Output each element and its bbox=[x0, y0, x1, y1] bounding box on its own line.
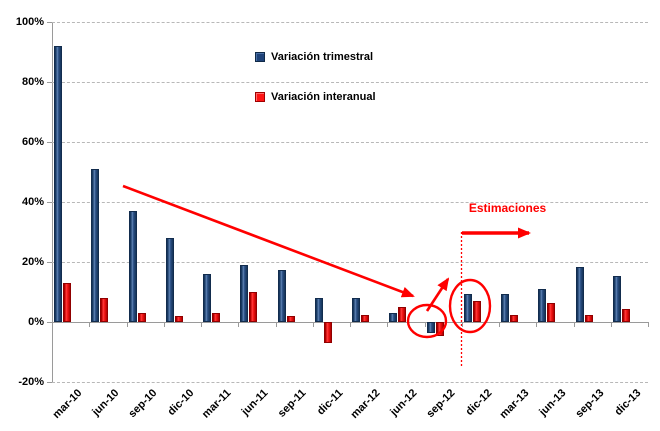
bar-interanual-mar-13 bbox=[510, 314, 518, 322]
x-axis-tick bbox=[52, 322, 53, 327]
bar-trimestral-jun-12 bbox=[389, 313, 398, 322]
bar-interanual-dic-11 bbox=[323, 322, 332, 343]
bar-trimestral-dic-11 bbox=[314, 298, 323, 322]
legend-item-trimestral: Variación trimestral bbox=[255, 51, 373, 63]
bar-trimestral-mar-13 bbox=[501, 293, 509, 322]
bar-interanual-jun-10 bbox=[100, 298, 109, 322]
gridline-60% bbox=[52, 142, 648, 143]
x-axis-tick bbox=[350, 322, 351, 327]
legend-item-interanual: Variación interanual bbox=[255, 91, 376, 103]
bar-trimestral-jun-10 bbox=[91, 169, 100, 322]
y-axis-tick-80% bbox=[47, 82, 52, 83]
y-axis-label--20%: -20% bbox=[18, 376, 44, 388]
bar-interanual-sep-13 bbox=[584, 314, 593, 322]
bar-interanual-mar-10 bbox=[63, 283, 71, 322]
x-axis-tick bbox=[201, 322, 202, 327]
y-axis-label-100%: 100% bbox=[15, 16, 44, 28]
x-axis-tick bbox=[126, 322, 128, 327]
gridline-80% bbox=[52, 82, 648, 83]
bar-trimestral-dic-13 bbox=[612, 275, 621, 322]
bar-trimestral-mar-10 bbox=[54, 46, 62, 322]
x-axis-tick bbox=[89, 322, 91, 327]
gridline-100% bbox=[52, 22, 648, 23]
x-axis-tick bbox=[610, 322, 612, 327]
y-axis-label-60%: 60% bbox=[21, 136, 44, 148]
x-axis-tick bbox=[648, 322, 649, 327]
bar-interanual-dic-13 bbox=[621, 308, 630, 322]
y-axis-tick--20% bbox=[47, 382, 52, 383]
y-axis-tick-0% bbox=[47, 322, 52, 323]
gridline-20% bbox=[52, 262, 648, 263]
bar-interanual-jun-13 bbox=[547, 302, 556, 322]
bar-trimestral-jun-11 bbox=[240, 265, 249, 322]
y-axis-label-80%: 80% bbox=[21, 76, 44, 88]
y-axis-label-20%: 20% bbox=[21, 256, 44, 268]
estimaciones-annotation-label: Estimaciones bbox=[468, 201, 547, 215]
bar-trimestral-dic-12 bbox=[463, 293, 472, 322]
x-axis-tick bbox=[424, 322, 426, 327]
bar-interanual-sep-10 bbox=[137, 313, 146, 322]
x-axis-tick bbox=[163, 322, 165, 327]
x-axis-tick bbox=[536, 322, 538, 327]
bar-trimestral-sep-10 bbox=[128, 211, 137, 322]
y-axis-tick-100% bbox=[47, 22, 52, 23]
bar-trimestral-mar-12 bbox=[352, 298, 360, 322]
legend-swatch-red bbox=[255, 92, 265, 102]
bar-interanual-jun-12 bbox=[398, 307, 407, 322]
x-axis-tick bbox=[499, 322, 500, 327]
y-axis-tick-40% bbox=[47, 202, 52, 203]
bar-interanual-jun-11 bbox=[249, 292, 258, 322]
bar-interanual-mar-12 bbox=[361, 314, 369, 322]
bar-interanual-dic-10 bbox=[174, 316, 183, 322]
legend-label-interanual: Variación interanual bbox=[271, 91, 376, 103]
bar-trimestral-mar-11 bbox=[203, 274, 211, 322]
bar-interanual-mar-11 bbox=[212, 313, 220, 322]
bar-trimestral-sep-11 bbox=[277, 269, 286, 322]
y-axis-label-40%: 40% bbox=[21, 196, 44, 208]
bar-interanual-sep-11 bbox=[286, 316, 295, 322]
x-axis-tick bbox=[275, 322, 277, 327]
y-axis-tick-20% bbox=[47, 262, 52, 263]
legend-label-trimestral: Variación trimestral bbox=[271, 51, 374, 63]
bar-interanual-sep-12 bbox=[435, 322, 444, 336]
x-axis-tick bbox=[312, 322, 314, 327]
gridline--20% bbox=[52, 382, 648, 383]
x-axis-tick bbox=[573, 322, 575, 327]
x-axis-tick bbox=[238, 322, 240, 327]
bar-trimestral-sep-13 bbox=[575, 266, 584, 322]
legend-swatch-blue bbox=[255, 52, 265, 62]
bar-interanual-dic-12 bbox=[472, 301, 481, 322]
bar-trimestral-jun-13 bbox=[538, 289, 547, 322]
bar-trimestral-dic-10 bbox=[165, 238, 174, 322]
bar-trimestral-sep-12 bbox=[426, 322, 435, 333]
y-axis-tick-60% bbox=[47, 142, 52, 143]
x-axis-tick bbox=[461, 322, 463, 327]
y-axis-label-0%: 0% bbox=[28, 316, 44, 328]
x-axis-tick bbox=[387, 322, 389, 327]
